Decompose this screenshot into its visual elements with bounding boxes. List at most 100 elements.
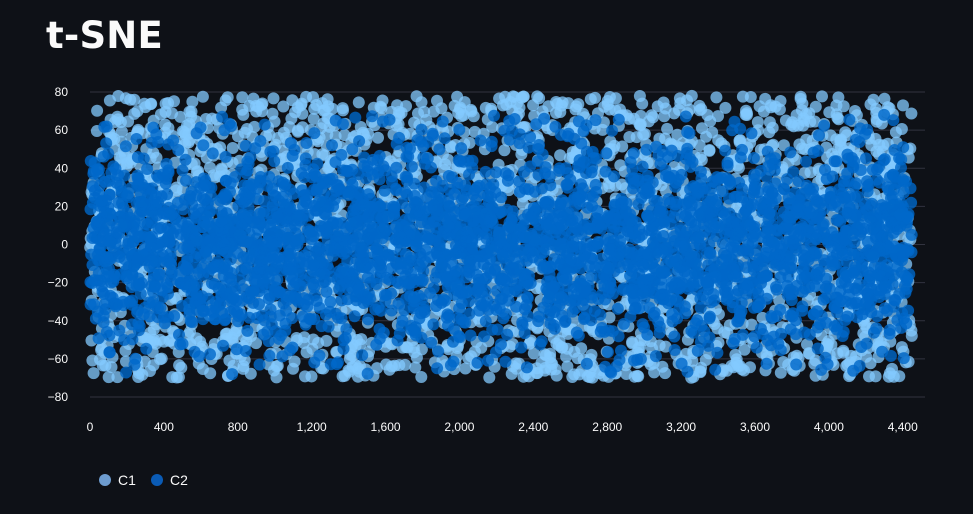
c1-point[interactable] (744, 91, 757, 103)
c2-point[interactable] (176, 299, 189, 312)
c2-point[interactable] (281, 161, 294, 174)
c1-point[interactable] (277, 100, 290, 113)
c1-point[interactable] (99, 359, 112, 372)
c2-point[interactable] (488, 109, 500, 122)
c1-point[interactable] (102, 371, 115, 384)
c1-point[interactable] (905, 107, 918, 120)
c2-point[interactable] (267, 145, 280, 158)
c2-point[interactable] (161, 188, 173, 201)
c1-point[interactable] (128, 93, 141, 106)
c1-point[interactable] (418, 105, 431, 118)
c2-point[interactable] (431, 362, 444, 375)
c1-point[interactable] (661, 122, 674, 135)
c2-point[interactable] (495, 191, 508, 204)
c2-point[interactable] (510, 300, 523, 313)
c1-point[interactable] (238, 354, 251, 367)
c1-point[interactable] (657, 96, 670, 109)
c1-point[interactable] (329, 130, 342, 143)
c1-point[interactable] (505, 367, 518, 380)
c2-point[interactable] (439, 294, 451, 307)
c1-point[interactable] (231, 324, 244, 337)
c1-point[interactable] (636, 97, 649, 110)
c1-point[interactable] (647, 111, 659, 124)
c1-point[interactable] (250, 99, 262, 112)
c1-point[interactable] (794, 92, 807, 105)
c1-point[interactable] (262, 358, 275, 371)
c2-point[interactable] (632, 198, 645, 211)
c2-point[interactable] (897, 352, 910, 365)
c1-point[interactable] (431, 94, 443, 107)
c1-point[interactable] (441, 153, 454, 166)
c1-point[interactable] (867, 93, 880, 106)
c1-point[interactable] (763, 126, 776, 139)
c2-point[interactable] (524, 131, 537, 143)
c2-point[interactable] (288, 143, 301, 156)
c2-point[interactable] (745, 127, 758, 140)
c2-point[interactable] (340, 164, 353, 177)
c2-point[interactable] (888, 144, 901, 156)
c2-point[interactable] (206, 147, 219, 160)
c2-point[interactable] (204, 205, 217, 218)
c1-point[interactable] (415, 371, 428, 383)
c2-point[interactable] (179, 153, 192, 166)
c2-point[interactable] (140, 342, 153, 355)
c1-point[interactable] (773, 103, 786, 116)
c2-point[interactable] (887, 114, 900, 127)
c1-point[interactable] (320, 334, 333, 347)
c1-point[interactable] (905, 329, 918, 342)
c2-point[interactable] (263, 349, 276, 362)
c2-point[interactable] (131, 151, 144, 164)
c2-point[interactable] (197, 139, 210, 152)
c2-point[interactable] (588, 305, 601, 318)
c1-point[interactable] (194, 335, 207, 348)
c2-point[interactable] (97, 150, 110, 163)
c1-point[interactable] (777, 356, 790, 368)
c1-point[interactable] (830, 133, 843, 146)
c1-point[interactable] (561, 327, 574, 340)
c2-point[interactable] (474, 134, 487, 147)
c1-point[interactable] (267, 92, 280, 105)
c2-point[interactable] (721, 159, 734, 172)
c1-point[interactable] (745, 318, 758, 331)
c1-point[interactable] (497, 99, 509, 112)
c2-point[interactable] (160, 157, 173, 170)
c1-point[interactable] (352, 362, 365, 375)
c2-point[interactable] (438, 132, 451, 145)
c2-point[interactable] (366, 110, 379, 123)
c2-point[interactable] (870, 322, 883, 335)
c1-point[interactable] (638, 128, 651, 140)
c2-point[interactable] (617, 317, 630, 330)
c2-point[interactable] (784, 146, 797, 159)
c1-point[interactable] (524, 336, 537, 349)
c2-point[interactable] (490, 166, 502, 179)
c2-point[interactable] (684, 152, 697, 165)
c1-point[interactable] (763, 116, 776, 129)
c2-point[interactable] (719, 144, 732, 157)
c2-point[interactable] (860, 152, 872, 165)
c1-point[interactable] (289, 106, 302, 119)
c2-point[interactable] (226, 368, 239, 381)
c2-point[interactable] (800, 155, 812, 168)
c2-point[interactable] (184, 315, 197, 328)
c2-point[interactable] (750, 341, 763, 354)
c1-point[interactable] (215, 101, 228, 114)
c1-point[interactable] (596, 123, 609, 136)
c1-point[interactable] (801, 338, 813, 351)
c2-point[interactable] (851, 311, 863, 324)
c1-point[interactable] (296, 121, 309, 134)
c1-point[interactable] (119, 344, 132, 357)
c2-point[interactable] (611, 302, 624, 315)
c1-point[interactable] (166, 371, 179, 384)
c1-point[interactable] (238, 126, 251, 139)
c2-point[interactable] (570, 326, 583, 339)
c1-point[interactable] (408, 346, 421, 359)
c1-point[interactable] (316, 97, 329, 110)
c1-point[interactable] (352, 96, 365, 109)
c2-point[interactable] (280, 304, 293, 317)
c1-point[interactable] (351, 334, 363, 346)
c2-point[interactable] (499, 355, 512, 368)
c2-point[interactable] (337, 118, 349, 131)
c1-point[interactable] (209, 171, 222, 184)
c1-point[interactable] (346, 349, 359, 362)
